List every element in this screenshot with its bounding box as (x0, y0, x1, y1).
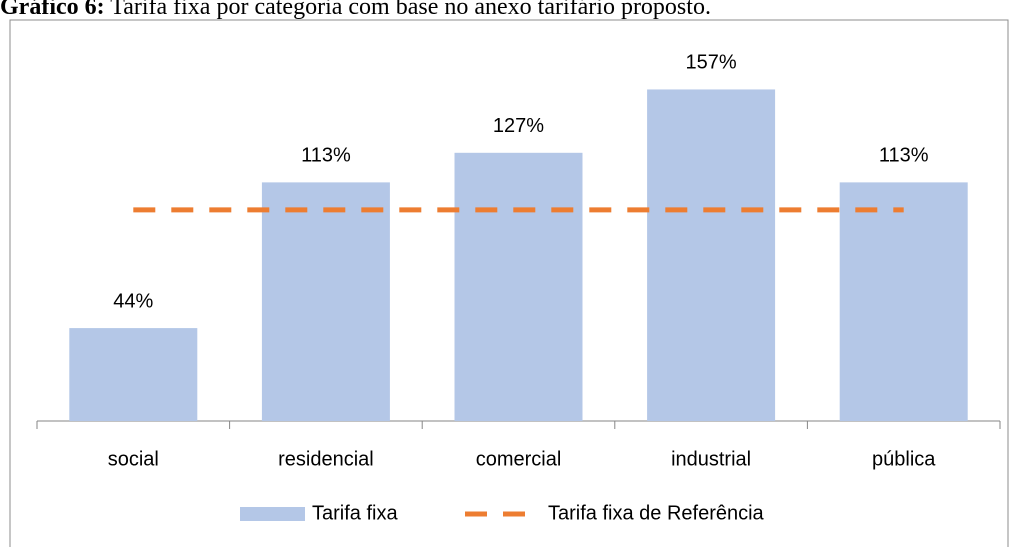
x-tick-label: pública (872, 448, 936, 470)
title-prefix: Gráfico 6: (0, 0, 105, 20)
data-label: 127% (493, 115, 544, 137)
legend-swatch (240, 507, 305, 521)
data-label: 113% (879, 145, 929, 167)
title-text: Tarifa fixa por categoria com base no an… (110, 0, 711, 20)
chart-title: Gráfico 6: Tarifa fixa por categoria com… (0, 0, 711, 20)
x-tick-label: industrial (671, 448, 751, 470)
data-label: 44% (113, 290, 153, 312)
bar (454, 152, 583, 421)
x-tick-label: comercial (476, 448, 562, 470)
chart-border (9, 19, 1009, 547)
x-tick-label: social (108, 448, 159, 470)
legend-label: Tarifa fixa (312, 502, 398, 524)
bar (647, 89, 776, 421)
bar (839, 182, 968, 421)
data-label: 157% (686, 52, 737, 74)
bar (261, 182, 390, 421)
legend-label: Tarifa fixa de Referência (548, 502, 765, 524)
data-label: 113% (301, 145, 351, 167)
x-tick-label: residencial (278, 448, 374, 470)
bar (69, 328, 198, 421)
